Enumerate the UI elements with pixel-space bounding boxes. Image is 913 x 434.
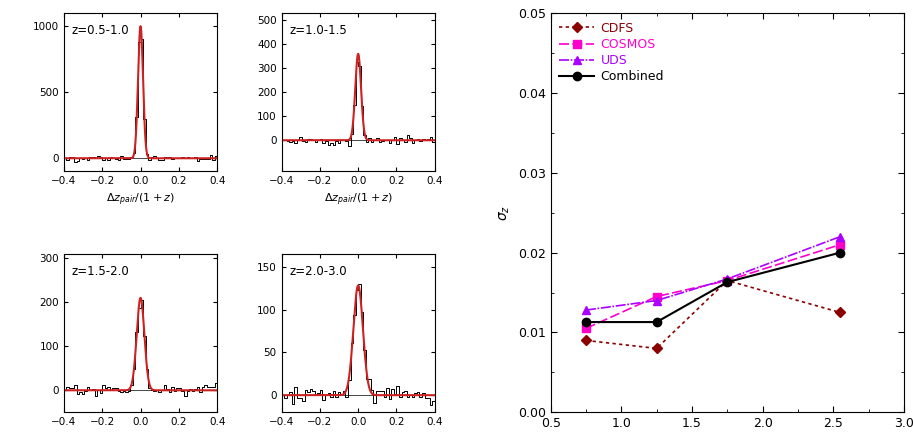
- X-axis label: $\Delta z_{pair}/(1+z)$: $\Delta z_{pair}/(1+z)$: [106, 433, 175, 434]
- CDFS: [581, 338, 592, 343]
- Text: z=1.5-2.0: z=1.5-2.0: [71, 265, 130, 278]
- CDFS: [651, 346, 662, 351]
- COSMOS: [722, 278, 733, 283]
- COSMOS: [834, 242, 845, 247]
- Line: Combined: Combined: [582, 248, 845, 326]
- Legend: CDFS, COSMOS, UDS, Combined: CDFS, COSMOS, UDS, Combined: [557, 19, 666, 85]
- COSMOS: [651, 294, 662, 299]
- COSMOS: [581, 326, 592, 331]
- Combined: [651, 319, 662, 325]
- Text: z=1.0-1.5: z=1.0-1.5: [289, 24, 347, 37]
- Combined: [722, 279, 733, 285]
- X-axis label: $\Delta z_{pair}/(1+z)$: $\Delta z_{pair}/(1+z)$: [324, 192, 393, 208]
- Line: COSMOS: COSMOS: [582, 240, 845, 332]
- Y-axis label: $\sigma_z$: $\sigma_z$: [498, 204, 512, 221]
- Text: z=2.0-3.0: z=2.0-3.0: [289, 265, 347, 278]
- CDFS: [722, 278, 733, 283]
- X-axis label: $\Delta z_{pair}/(1+z)$: $\Delta z_{pair}/(1+z)$: [106, 192, 175, 208]
- X-axis label: $\Delta z_{pair}/(1+z)$: $\Delta z_{pair}/(1+z)$: [324, 433, 393, 434]
- UDS: [651, 298, 662, 303]
- Text: z=0.5-1.0: z=0.5-1.0: [71, 24, 130, 37]
- UDS: [834, 234, 845, 239]
- CDFS: [834, 310, 845, 315]
- Line: CDFS: CDFS: [582, 277, 844, 352]
- Combined: [834, 250, 845, 255]
- Line: UDS: UDS: [582, 233, 845, 314]
- Combined: [581, 319, 592, 325]
- UDS: [722, 276, 733, 282]
- UDS: [581, 307, 592, 312]
